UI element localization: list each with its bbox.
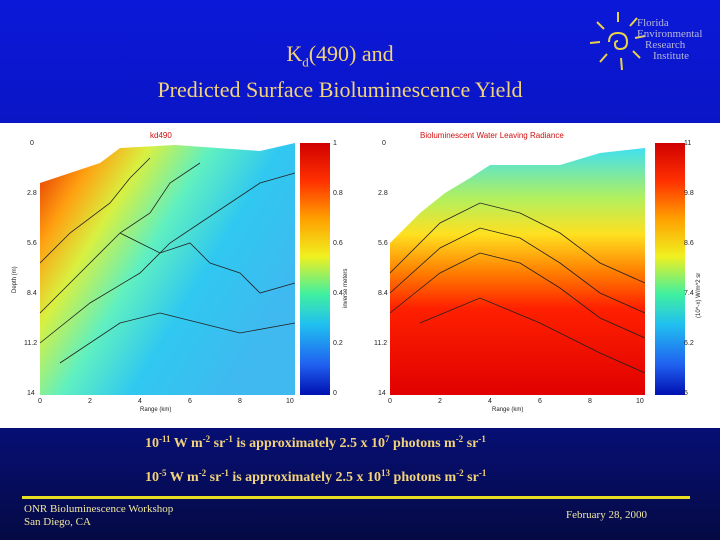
kd490-colorbar — [300, 143, 330, 395]
footer-venue: ONR Bioluminescence Workshop San Diego, … — [24, 503, 174, 528]
right-x-tick: 0 — [388, 398, 392, 405]
right-y-tick: 11.2 — [374, 340, 388, 347]
left-cbar-tick: 0.4 — [333, 290, 343, 297]
footer-divider — [22, 496, 690, 499]
title-line-1: Kd(490) and — [286, 41, 394, 70]
right-x-label: Range (km) — [492, 407, 524, 413]
right-x-tick: 10 — [636, 398, 644, 405]
left-cbar-label: inverse meters — [343, 268, 349, 308]
right-cbar-tick: 8.6 — [684, 240, 694, 247]
radiance-plot — [389, 143, 685, 395]
figure-plots — [39, 143, 685, 395]
figure-panel: kd490 Bioluminescent Water Leaving Radia… — [0, 123, 720, 428]
left-y-tick: 0 — [30, 140, 34, 147]
logo-text: Florida Environmental Research Institute — [637, 17, 703, 62]
left-y-tick: 11.2 — [24, 340, 38, 347]
left-x-tick: 4 — [138, 398, 142, 405]
left-plot-title: kd490 — [150, 131, 172, 140]
left-cbar-tick: 0.2 — [333, 340, 343, 347]
right-plot-title: Bioluminescent Water Leaving Radiance — [420, 131, 564, 140]
left-x-tick: 2 — [88, 398, 92, 405]
slide-title: Kd(490) and Predicted Surface Biolumines… — [100, 40, 580, 104]
right-cbar-label: (10^-x) W/m^2 sr — [696, 272, 702, 318]
right-x-tick: 2 — [438, 398, 442, 405]
radiance-field — [390, 148, 645, 395]
left-y-tick: 14 — [27, 390, 35, 397]
right-y-tick: 2.8 — [378, 190, 388, 197]
equation-line-1: 10-11 W m-2 sr-1 is approximately 2.5 x … — [145, 434, 486, 451]
right-cbar-tick: 6.2 — [684, 340, 694, 347]
left-cbar-tick: 1 — [333, 140, 337, 147]
right-x-tick: 6 — [538, 398, 542, 405]
equation-line-2: 10-5 W m-2 sr-1 is approximately 2.5 x 1… — [145, 468, 487, 485]
left-cbar-tick: 0.6 — [333, 240, 343, 247]
radiance-colorbar — [655, 143, 685, 395]
left-x-tick: 10 — [286, 398, 294, 405]
left-y-tick: 8.4 — [27, 290, 37, 297]
left-x-tick: 0 — [38, 398, 42, 405]
right-y-tick: 14 — [378, 390, 386, 397]
title-line-2: Predicted Surface Bioluminescence Yield — [157, 77, 523, 103]
right-y-tick: 5.6 — [378, 240, 388, 247]
left-x-label: Range (km) — [140, 407, 172, 413]
right-y-tick: 0 — [382, 140, 386, 147]
left-y-tick: 5.6 — [27, 240, 37, 247]
left-x-tick: 8 — [238, 398, 242, 405]
left-y-label: Depth (m) — [12, 266, 18, 293]
right-cbar-tick: 11 — [684, 140, 692, 147]
right-x-tick: 8 — [588, 398, 592, 405]
kd490-field — [40, 143, 295, 395]
sun-spiral-icon — [589, 12, 646, 71]
footer-date: February 28, 2000 — [566, 509, 647, 521]
left-y-tick: 2.8 — [27, 190, 37, 197]
right-x-tick: 4 — [488, 398, 492, 405]
right-cbar-tick: 9.8 — [684, 190, 694, 197]
right-cbar-tick: 5 — [684, 390, 688, 397]
left-cbar-tick: 0.8 — [333, 190, 343, 197]
left-x-tick: 6 — [188, 398, 192, 405]
kd490-plot — [39, 143, 330, 395]
right-y-tick: 8.4 — [378, 290, 388, 297]
left-cbar-tick: 0 — [333, 390, 337, 397]
right-cbar-tick: 7.4 — [684, 290, 694, 297]
